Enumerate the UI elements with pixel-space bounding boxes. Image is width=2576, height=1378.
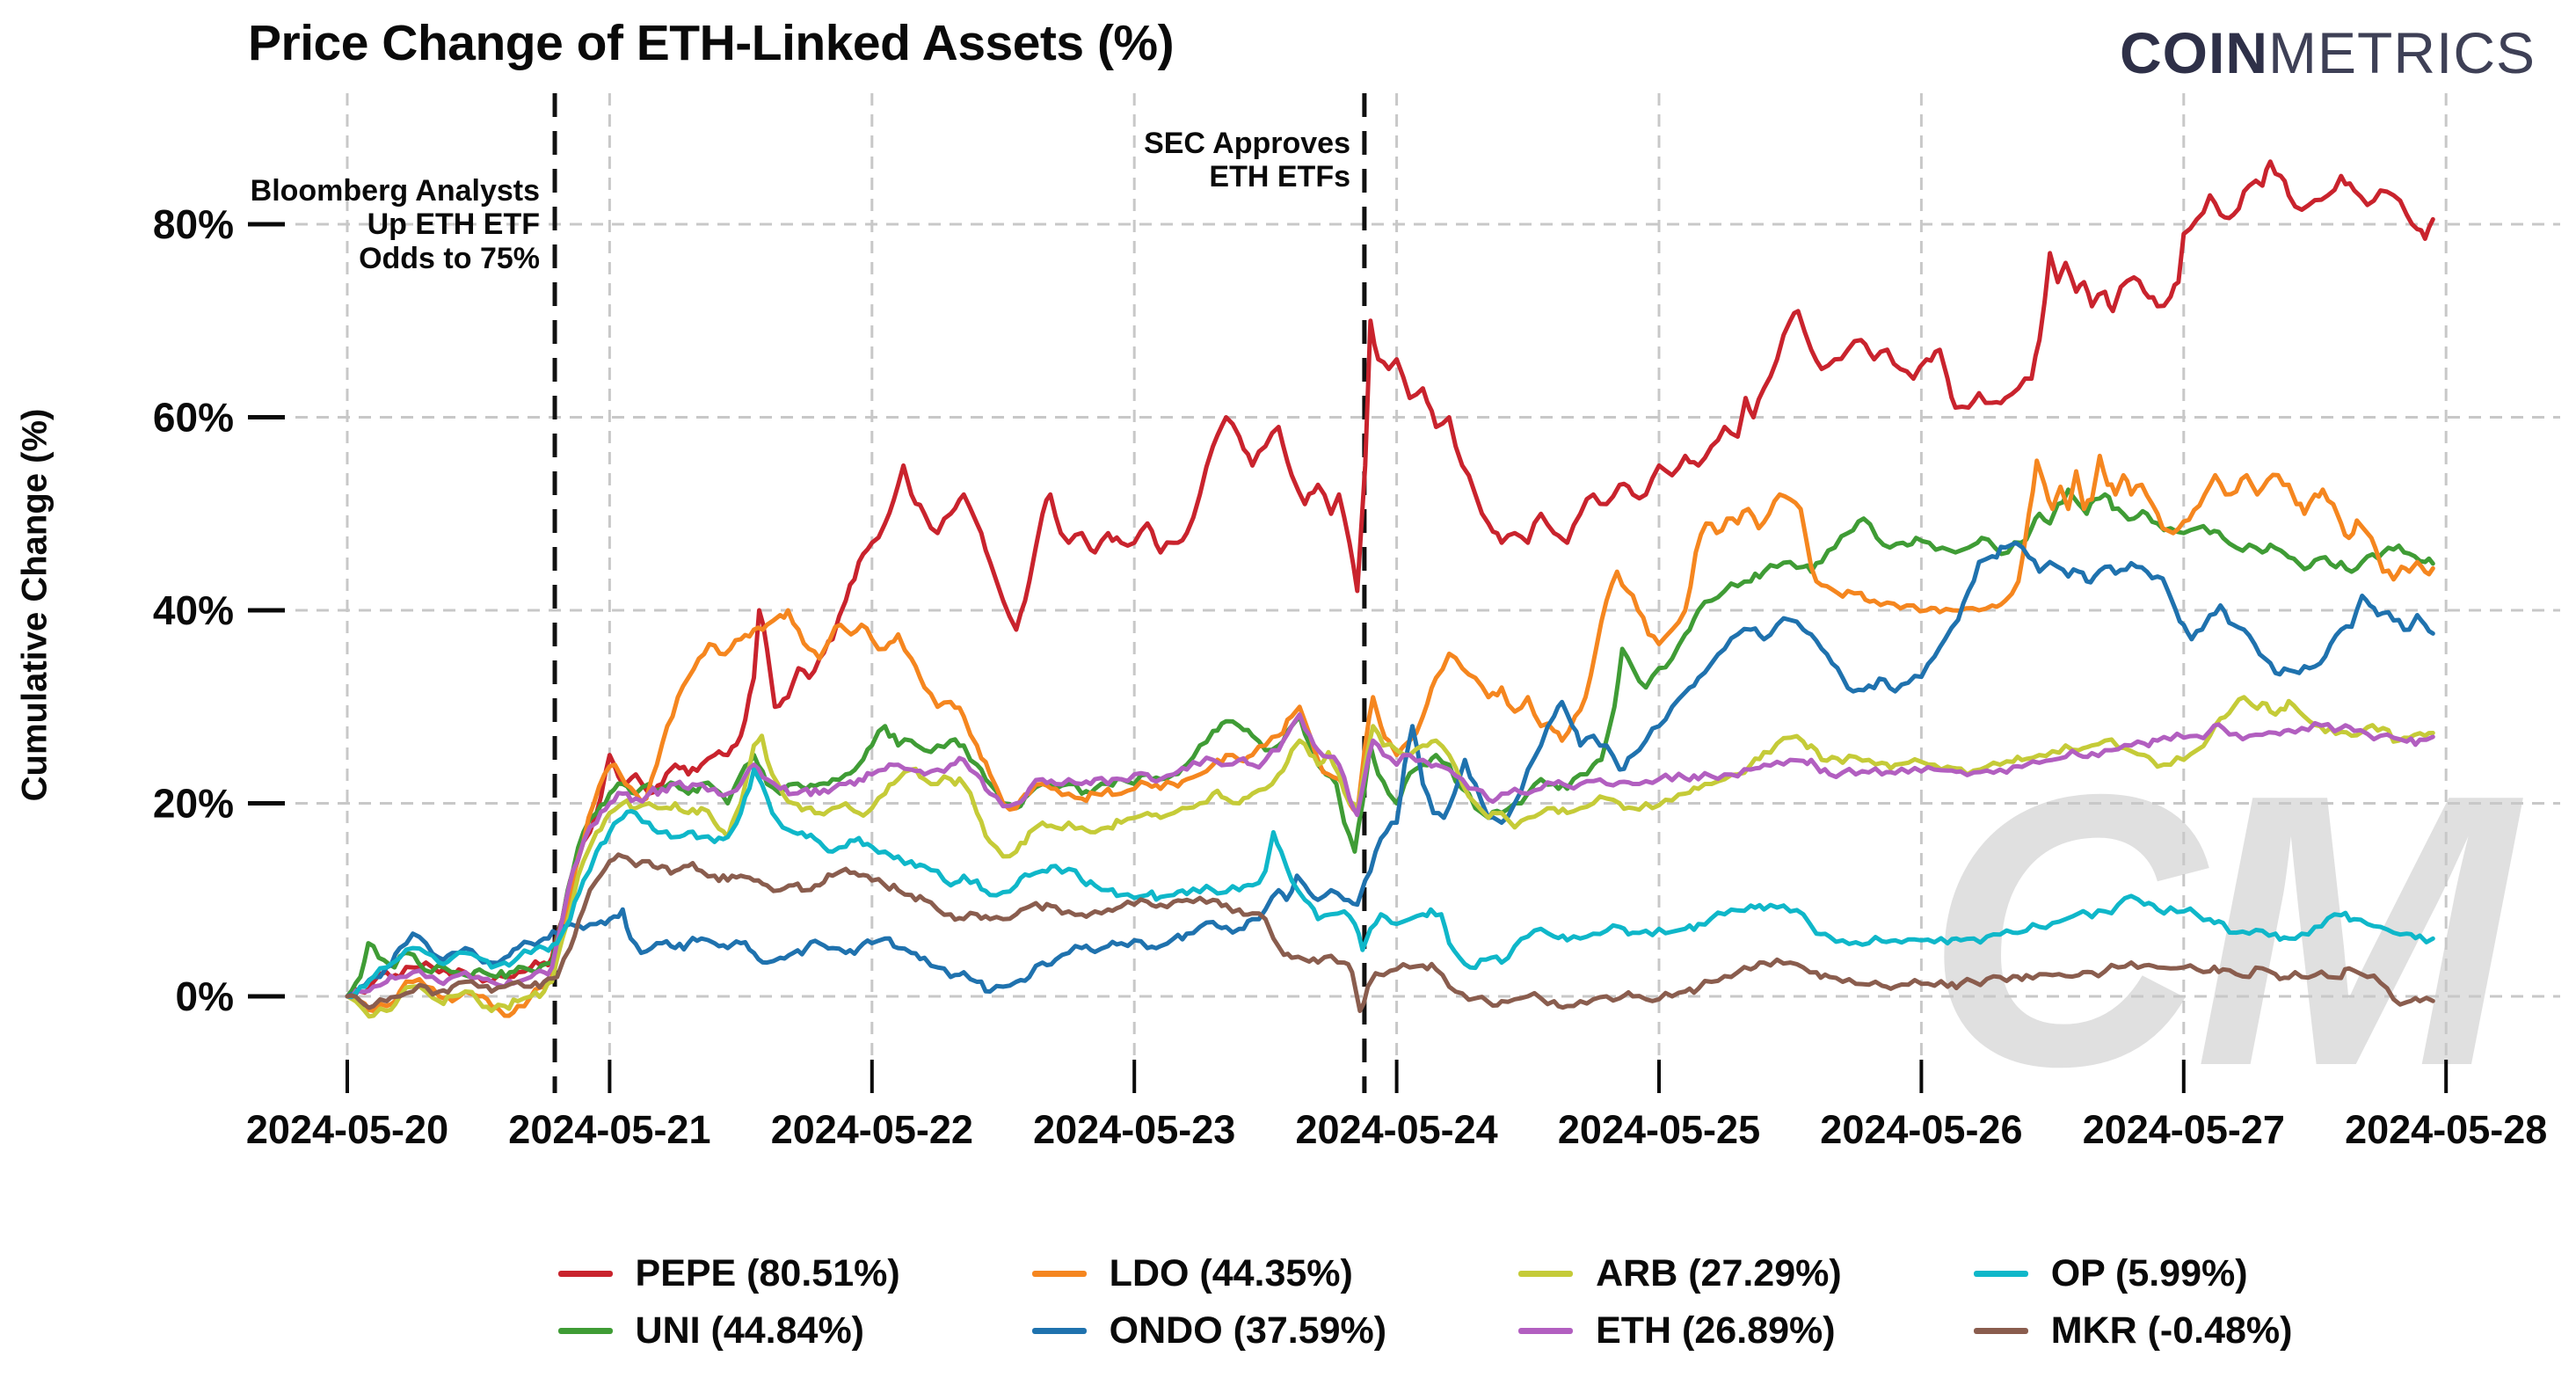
legend-label: OP (5.99%) bbox=[2050, 1252, 2248, 1294]
mkr-series-line bbox=[345, 852, 2435, 1013]
legend-item-ldo: LDO (44.35%) bbox=[1031, 1252, 1386, 1295]
event-annotation-bloomberg: Bloomberg Analysts Up ETH ETF Odds to 75… bbox=[251, 174, 540, 275]
y-tick-label: 0% bbox=[176, 973, 234, 1019]
legend-label: LDO (44.35%) bbox=[1109, 1252, 1353, 1294]
y-tick-label: 80% bbox=[153, 201, 234, 247]
legend-label: PEPE (80.51%) bbox=[635, 1252, 900, 1294]
pepe-series-line bbox=[345, 159, 2435, 999]
x-tick-label: 2024-05-21 bbox=[508, 1107, 710, 1152]
x-tick-label: 2024-05-22 bbox=[771, 1107, 973, 1152]
ldo-line-swatch bbox=[1031, 1271, 1087, 1277]
legend-item-uni: UNI (44.84%) bbox=[557, 1309, 900, 1352]
op-series-line bbox=[345, 767, 2435, 1000]
arb-line-swatch bbox=[1518, 1271, 1574, 1277]
legend-item-ondo: ONDO (37.59%) bbox=[1031, 1309, 1387, 1352]
ondo-line-swatch bbox=[1031, 1328, 1087, 1334]
x-tick-label: 2024-05-27 bbox=[2083, 1107, 2285, 1152]
arb-series-line bbox=[345, 695, 2435, 1019]
legend-label: MKR (-0.48%) bbox=[2050, 1309, 2293, 1352]
legend-label: UNI (44.84%) bbox=[635, 1309, 864, 1352]
event-annotation-sec: SEC Approves ETH ETFs bbox=[1144, 127, 1350, 194]
y-tick-label: 40% bbox=[153, 587, 234, 633]
y-tick-label: 60% bbox=[153, 395, 234, 441]
annotation-line: Odds to 75% bbox=[359, 241, 540, 275]
eth-series-line bbox=[345, 712, 2435, 1000]
legend-label: ONDO (37.59%) bbox=[1109, 1309, 1387, 1352]
chart-title: Price Change of ETH-Linked Assets (%) bbox=[248, 15, 1175, 71]
x-tick-label: 2024-05-28 bbox=[2345, 1107, 2547, 1152]
annotation-line: Bloomberg Analysts bbox=[250, 174, 540, 208]
eth-line-swatch bbox=[1518, 1328, 1574, 1334]
y-axis-label: Cumulative Change (%) bbox=[15, 408, 55, 802]
ldo-series-line bbox=[345, 453, 2435, 1018]
x-tick-label: 2024-05-26 bbox=[1820, 1107, 2022, 1152]
annotation-line: ETH ETFs bbox=[1209, 160, 1350, 194]
ondo-series-line bbox=[345, 540, 2435, 999]
x-tick-label: 2024-05-24 bbox=[1296, 1107, 1498, 1152]
legend-item-eth: ETH (26.89%) bbox=[1518, 1309, 1842, 1352]
mkr-line-swatch bbox=[1973, 1328, 2028, 1334]
x-tick-label: 2024-05-25 bbox=[1558, 1107, 1760, 1152]
legend-item-mkr: MKR (-0.48%) bbox=[1973, 1309, 2293, 1352]
annotation-line: SEC Approves bbox=[1144, 127, 1350, 160]
pepe-line-swatch bbox=[557, 1271, 613, 1277]
legend-label: ETH (26.89%) bbox=[1596, 1309, 1836, 1352]
coinmetrics-logo: COINMETRICS bbox=[2120, 19, 2536, 86]
x-tick-label: 2024-05-20 bbox=[246, 1107, 448, 1152]
uni-line-swatch bbox=[557, 1328, 613, 1334]
logo-metrics-text: METRICS bbox=[2268, 20, 2536, 85]
op-line-swatch bbox=[1973, 1271, 2028, 1277]
legend-item-op: OP (5.99%) bbox=[1973, 1252, 2293, 1295]
x-tick-label: 2024-05-23 bbox=[1033, 1107, 1235, 1152]
legend-item-pepe: PEPE (80.51%) bbox=[557, 1252, 900, 1295]
logo-coin-text: COIN bbox=[2120, 20, 2268, 85]
chart-legend: PEPE (80.51%) LDO (44.35%) ARB (27.29%) … bbox=[290, 1252, 2560, 1352]
uni-series-line bbox=[345, 487, 2435, 999]
annotation-line: Up ETH ETF bbox=[367, 208, 540, 242]
y-tick-label: 20% bbox=[153, 781, 234, 827]
legend-item-arb: ARB (27.29%) bbox=[1518, 1252, 1842, 1295]
legend-label: ARB (27.29%) bbox=[1596, 1252, 1842, 1294]
